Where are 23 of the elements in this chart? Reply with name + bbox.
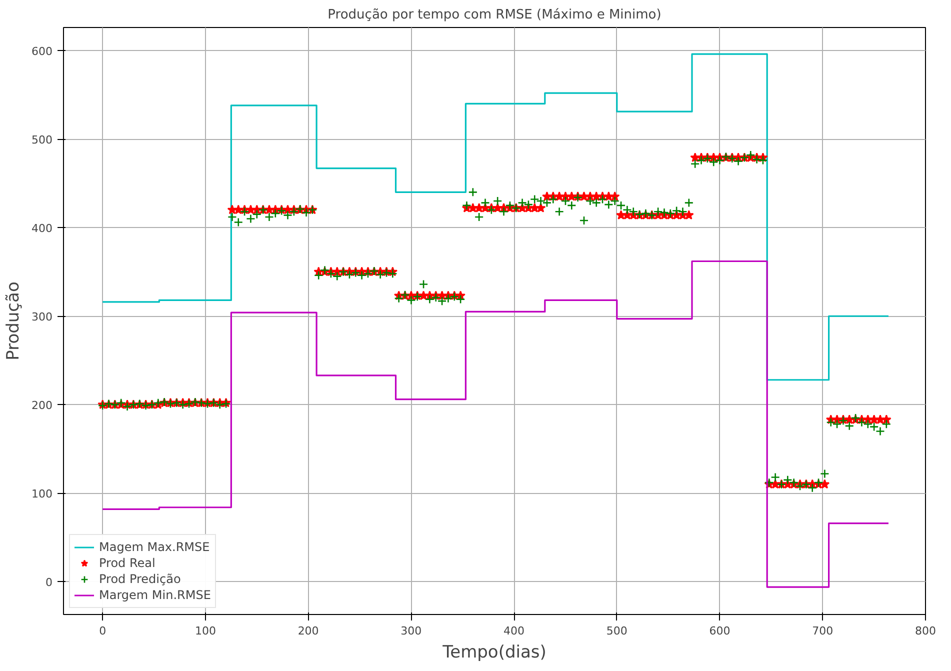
x-tick-label: 200 <box>298 624 319 638</box>
x-tick-label: 400 <box>504 624 525 638</box>
x-tick-label: 100 <box>194 624 216 638</box>
x-tick-label: 600 <box>709 624 730 638</box>
y-tick-label: 0 <box>46 576 52 590</box>
y-tick-label: 600 <box>32 45 53 58</box>
y-tick-label: 500 <box>32 134 53 147</box>
chart-title: Produção por tempo com RMSE (Máximo e Minimo) <box>328 8 662 22</box>
legend-label: Magem Max.RMSE <box>99 539 210 555</box>
x-tick-label: 500 <box>606 624 628 638</box>
x-tick-label: 700 <box>812 624 834 638</box>
y-tick-label: 300 <box>32 310 53 324</box>
x-tick-label: 800 <box>915 624 936 638</box>
legend-label: Margem Min.RMSE <box>99 587 211 603</box>
y-tick-label: 100 <box>32 488 53 501</box>
y-tick-label: 200 <box>32 399 53 412</box>
legend-label: Prod Real <box>99 555 156 571</box>
x-tick-label: 300 <box>400 624 422 638</box>
y-axis-title: Produção <box>4 282 24 360</box>
legend-label: Prod Predição <box>99 571 181 587</box>
y-tick-label: 400 <box>32 222 53 236</box>
x-axis-title: Tempo(dias) <box>442 642 546 662</box>
x-tick-label: 0 <box>99 624 106 638</box>
